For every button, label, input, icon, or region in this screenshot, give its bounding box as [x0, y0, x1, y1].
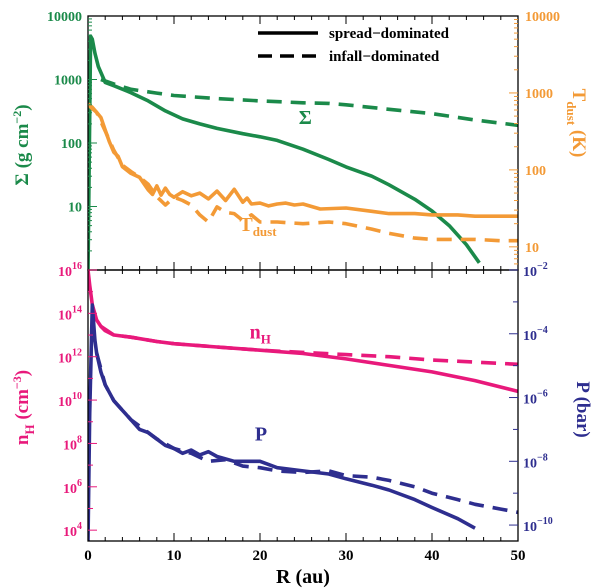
bottom-y-left-ticks [88, 269, 97, 531]
top-right-axis-label: Tdust (K) [564, 89, 589, 158]
top-right-tick-label: 1000 [525, 87, 553, 102]
top-right-tick-label: 100 [525, 164, 546, 179]
x-tick-label: 40 [425, 548, 440, 564]
top-panel-series [88, 34, 518, 270]
legend-label: infall−dominated [329, 49, 440, 65]
top-left-axis-label: Σ (g cm−2) [10, 104, 33, 185]
top-left-tick-label: 1000 [54, 74, 82, 89]
bottom-left-axis-label: nH (cm−3) [10, 370, 37, 445]
top-left-tick-label: 10 [68, 201, 82, 216]
top-left-tick-label: 10000 [47, 10, 82, 25]
annotation-pressure: P [255, 424, 267, 446]
bottom-y-right-ticks [509, 269, 518, 526]
top-y-right-ticks [509, 19, 518, 271]
bottom-panel-series [88, 270, 518, 541]
top-series-line-tdust-dashed [88, 102, 518, 243]
bottom-right-tick-label: 10−2 [523, 261, 548, 280]
top-series-line-sigma-solid [88, 34, 481, 270]
annotation-nh: nH [250, 321, 271, 346]
bottom-series-line-pressure-solid [88, 303, 476, 541]
bottom-series-line-nh-solid [88, 270, 518, 394]
bottom-right-axis-label: P (bar) [572, 381, 593, 437]
bottom-series-line-nh-dashed [99, 324, 518, 367]
x-tick-label: 20 [253, 548, 268, 564]
legend-label: spread−dominated [329, 26, 450, 42]
bottom-series-line-pressure-dashed [94, 352, 518, 515]
top-left-tick-label: 100 [61, 137, 82, 152]
bottom-left-tick-label: 1010 [58, 391, 82, 410]
annotation-tdust: Tdust [239, 214, 277, 239]
x-tick-label: 50 [511, 548, 526, 564]
legend: spread−dominated infall−dominated [258, 26, 450, 65]
bottom-right-tick-label: 10−4 [523, 325, 548, 344]
bottom-right-tick-label: 10−8 [523, 452, 548, 471]
bottom-left-tick-label: 106 [63, 478, 82, 497]
bottom-left-tick-label: 1012 [58, 348, 82, 367]
top-right-tick-label: 10000 [525, 10, 560, 25]
top-series-line-sigma-dashed [100, 77, 518, 128]
bottom-left-tick-label: 108 [63, 434, 82, 453]
annotation-sigma: Σ [299, 107, 312, 129]
bottom-plot-frame [87, 269, 519, 542]
bottom-left-tick-label: 1014 [58, 304, 82, 323]
top-right-tick-label: 10 [525, 241, 539, 256]
bottom-left-tick-label: 1016 [58, 261, 82, 280]
x-tick-label: 10 [167, 548, 182, 564]
top-y-left-ticks [88, 18, 97, 271]
x-tick-label: 30 [339, 548, 354, 564]
bottom-right-tick-label: 10−6 [523, 389, 548, 408]
x-axis-label: R (au) [276, 566, 330, 588]
bottom-right-tick-label: 10−10 [523, 516, 553, 535]
bottom-left-tick-label: 104 [63, 521, 82, 540]
x-axis-ticks [87, 16, 519, 541]
x-tick-label: 0 [84, 548, 92, 564]
